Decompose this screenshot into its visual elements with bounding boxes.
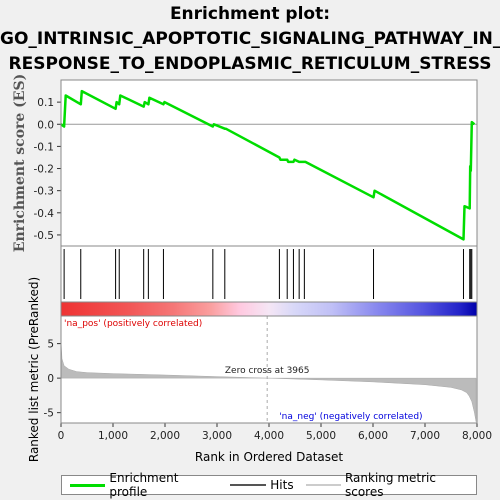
plot-background <box>61 80 477 423</box>
ranking-metric-area <box>60 340 477 422</box>
es-ytick-label: 0.1 <box>37 97 54 109</box>
xtick-label: 1,000 <box>98 430 128 442</box>
metric-ytick-label: 0 <box>47 373 54 385</box>
es-ytick-label: -0.5 <box>34 230 55 242</box>
legend-profile-swatch <box>70 483 106 487</box>
xtick-label: 7,000 <box>410 430 440 442</box>
metric-ytick-label: 5 <box>47 339 54 351</box>
xtick-label: 4,000 <box>254 430 284 442</box>
xtick-label: 8,000 <box>462 430 492 442</box>
title-line-3: RESPONSE_TO_ENDOPLASMIC_RETICULUM_STRESS <box>8 54 492 74</box>
panel-frame <box>60 315 478 424</box>
xtick-label: 6,000 <box>358 430 388 442</box>
xtick-label: 0 <box>58 430 65 442</box>
legend-hits-swatch <box>230 484 267 486</box>
enrichment-profile-line <box>60 89 476 241</box>
legend-hits: Hits <box>230 478 294 492</box>
xtick-label: 3,000 <box>202 430 232 442</box>
legend: Enrichment profile Hits Ranking metric s… <box>61 471 477 499</box>
title-line-1: Enrichment plot: <box>169 4 331 24</box>
es-ytick-label: -0.3 <box>34 186 55 198</box>
zero-cross-label: Zero cross at 3965 <box>225 366 310 376</box>
es-ytick-label: -0.2 <box>34 164 55 176</box>
title-line-2: GO_INTRINSIC_APOPTOTIC_SIGNALING_PATHWAY… <box>0 29 500 49</box>
xtick-label: 5,000 <box>306 430 336 442</box>
legend-enrichment-profile: Enrichment profile <box>70 471 218 499</box>
xtick-label: 2,000 <box>150 430 180 442</box>
rank-color-bar <box>61 302 477 316</box>
legend-metric-swatch <box>305 484 341 486</box>
negative-correlation-label: 'na_neg' (negatively correlated) <box>279 412 422 422</box>
es-ytick-label: 0.0 <box>37 119 54 131</box>
metric-ylabel: Ranked list metric (PreRanked) <box>27 277 41 462</box>
legend-ranking-metric: Ranking metric scores <box>305 471 476 499</box>
es-ytick-label: -0.1 <box>34 141 55 153</box>
metric-ytick-label: -5 <box>44 408 54 420</box>
positive-correlation-label: 'na_pos' (positively correlated) <box>64 319 202 329</box>
es-ylabel: Enrichment score (ES) <box>12 74 28 252</box>
legend-profile-label: Enrichment profile <box>109 471 179 499</box>
legend-hits-label: Hits <box>270 478 294 492</box>
es-ytick-label: -0.4 <box>34 208 55 220</box>
x-axis-label: Rank in Ordered Dataset <box>195 450 343 464</box>
legend-metric-label: Ranking metric scores <box>344 471 436 499</box>
